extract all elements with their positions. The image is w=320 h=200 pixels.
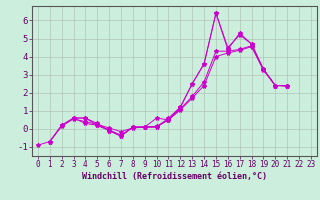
X-axis label: Windchill (Refroidissement éolien,°C): Windchill (Refroidissement éolien,°C) xyxy=(82,172,267,181)
